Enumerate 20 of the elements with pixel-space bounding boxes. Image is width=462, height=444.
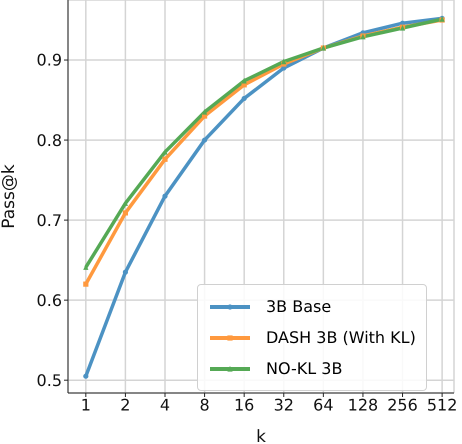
y-tick-label: 0.5 bbox=[36, 370, 62, 390]
legend-label: DASH 3B (With KL) bbox=[266, 328, 416, 347]
legend-label: 3B Base bbox=[266, 297, 332, 316]
x-tick-label: 16 bbox=[234, 395, 254, 414]
y-tick-label: 0.9 bbox=[36, 50, 62, 70]
y-tick-label: 0.6 bbox=[36, 290, 62, 310]
x-tick-label: 256 bbox=[387, 395, 418, 414]
x-tick-label: 1 bbox=[80, 395, 91, 414]
x-tick-label: 8 bbox=[199, 395, 210, 414]
y-tick-label: 0.7 bbox=[36, 210, 62, 230]
x-tick-label: 512 bbox=[426, 395, 458, 414]
x-tick-label: 4 bbox=[160, 395, 170, 414]
y-tick-label: 0.8 bbox=[36, 130, 62, 150]
x-tick-label: 128 bbox=[348, 395, 378, 414]
x-tick-label: 2 bbox=[120, 395, 130, 414]
y-axis-title: Pass@k bbox=[0, 164, 20, 229]
x-tick-label: 64 bbox=[313, 395, 334, 414]
x-tick-label: 32 bbox=[274, 395, 294, 414]
legend-label: NO-KL 3B bbox=[266, 359, 342, 378]
x-axis-title: k bbox=[256, 427, 266, 444]
